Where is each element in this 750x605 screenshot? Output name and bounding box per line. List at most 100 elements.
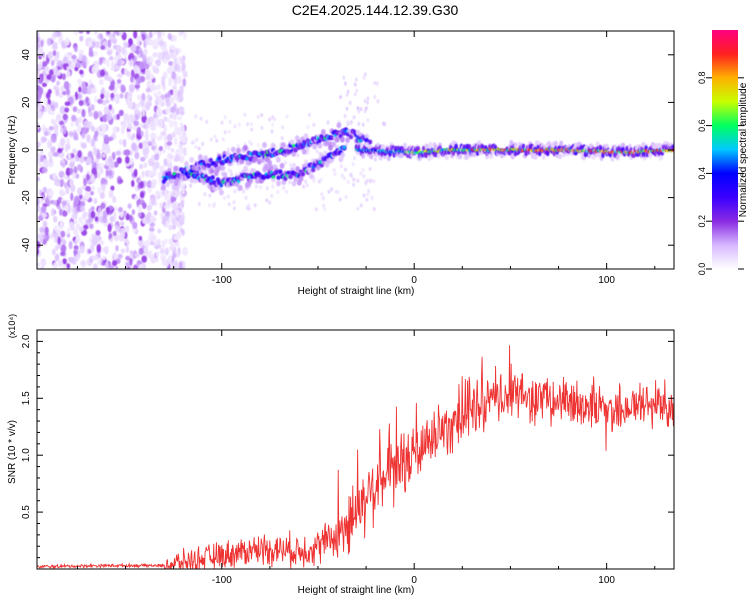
spectrogram-cell (165, 194, 170, 202)
spectrogram-cell (79, 200, 85, 207)
spectrogram-cell (312, 143, 318, 150)
spectrogram-cell (136, 39, 141, 47)
spectrogram-cell (312, 122, 316, 127)
snr-axes: -100 0 100 0.5 1.0 1.5 2.0 (21, 330, 674, 586)
spectrogram-cell (108, 189, 114, 199)
spectrogram-cell (111, 260, 118, 267)
spectrogram-cell (91, 185, 96, 191)
spectrogram-cell (37, 141, 42, 148)
snr-xlabel: Height of straight line (km) (298, 585, 415, 596)
spectrogram-cell (101, 153, 106, 158)
spectrogram-cell (270, 129, 274, 134)
spectrogram-cell (132, 133, 136, 139)
spectrogram-cell (142, 140, 147, 150)
spectrogram-cell (145, 74, 150, 80)
spectrogram-cell (364, 72, 367, 77)
spectrogram-cell (97, 33, 101, 40)
spectrogram-cell (172, 88, 179, 97)
x-tick-label: 0 (411, 575, 417, 586)
spectrogram-cell (289, 163, 293, 168)
spectrogram-cell (228, 119, 232, 124)
spectrogram-cell (93, 263, 98, 269)
spectrogram-cell (90, 206, 95, 211)
spectrogram-cell (94, 158, 99, 164)
spectrogram-cell (161, 240, 166, 249)
spectrogram-cell (50, 232, 54, 240)
spectrogram-cell (50, 146, 56, 153)
spectrogram-cell (265, 186, 269, 191)
spectrogram-cell (213, 134, 217, 139)
spectrogram-cell (367, 139, 373, 145)
spectrogram-cell (467, 144, 472, 150)
spectrogram-cell (328, 144, 333, 151)
spectrogram-cell (111, 151, 116, 161)
spectrogram-cell (268, 117, 272, 122)
spectrogram-cell (47, 151, 53, 158)
spectrogram-cell (386, 155, 391, 162)
spectrogram-cell (100, 93, 105, 100)
spectrogram-cell (364, 133, 370, 140)
spectrogram-cell (250, 122, 254, 127)
spectrogram-cell (159, 165, 165, 173)
spectrogram-cell (50, 74, 56, 83)
spectrogram-cell (88, 111, 94, 117)
spectrogram-cell (63, 80, 70, 90)
spectrogram-cell (288, 174, 293, 180)
spectrogram-cell (99, 162, 105, 169)
spectrogram-cell (110, 66, 116, 71)
spectrogram-cell (140, 130, 144, 137)
y-tick-label: 0 (21, 147, 32, 153)
spectrogram-cell (79, 245, 85, 254)
spectrogram-cell (143, 241, 150, 247)
spectrogram-cell (109, 56, 114, 61)
spectrogram-cell (333, 172, 337, 177)
spectrogram-cell (179, 147, 184, 156)
spectrogram-cell (174, 137, 178, 146)
spectrogram-cell (256, 143, 260, 147)
spectrogram-cell (373, 157, 377, 162)
spectrogram-cell (40, 39, 44, 48)
spectrogram-cell (94, 130, 99, 138)
spectrogram-cell (233, 188, 237, 193)
spectrogram-cell (62, 126, 67, 135)
spectrogram-cell (76, 108, 82, 114)
spectrogram-cell (73, 31, 79, 36)
spectrogram-cell (85, 96, 89, 104)
spectrogram-cell (141, 92, 146, 101)
spectrogram-cell (97, 110, 103, 118)
spectrogram-cell (86, 173, 90, 181)
spectrogram-cell (40, 155, 44, 163)
spectrogram-cell (362, 193, 366, 198)
spectrogram-cell (179, 122, 183, 127)
spectrogram-cell (170, 154, 174, 159)
spectrogram-cell (52, 49, 57, 57)
spectrogram-cell (248, 177, 254, 184)
spectrogram-cell (74, 199, 79, 207)
spectrogram-cell (137, 76, 142, 84)
spectrogram-cell (118, 207, 123, 212)
spectrogram-cell (145, 119, 150, 127)
spectrogram-cell (305, 183, 309, 188)
spectrogram-cell (107, 136, 114, 142)
spectrogram-cell (210, 175, 215, 180)
spectrogram-cell (362, 75, 366, 80)
spectrogram-cell (366, 100, 369, 105)
spectrogram-cell (37, 152, 41, 159)
spectrogram-cell (340, 173, 344, 178)
spectrogram-cell (320, 192, 324, 197)
spectrogram-cell (123, 210, 127, 217)
y-tick-label: 20 (21, 96, 32, 108)
spectrogram-cell (60, 126, 64, 134)
spectrogram-cell (101, 247, 107, 253)
spectrogram-cell (160, 131, 166, 136)
spectrogram-cell (133, 65, 139, 74)
spectrogram-cell (164, 93, 169, 99)
spectrogram-cell (94, 31, 98, 35)
spectrogram-cell (366, 118, 370, 123)
spectrogram-cell (147, 187, 153, 194)
spectrogram-cell (323, 207, 327, 212)
spectrogram-cell (127, 203, 132, 209)
spectrogram-cell (275, 156, 281, 163)
figure-title: C2E4.2025.144.12.39.G30 (292, 2, 459, 18)
spectrogram-cell (43, 131, 49, 137)
